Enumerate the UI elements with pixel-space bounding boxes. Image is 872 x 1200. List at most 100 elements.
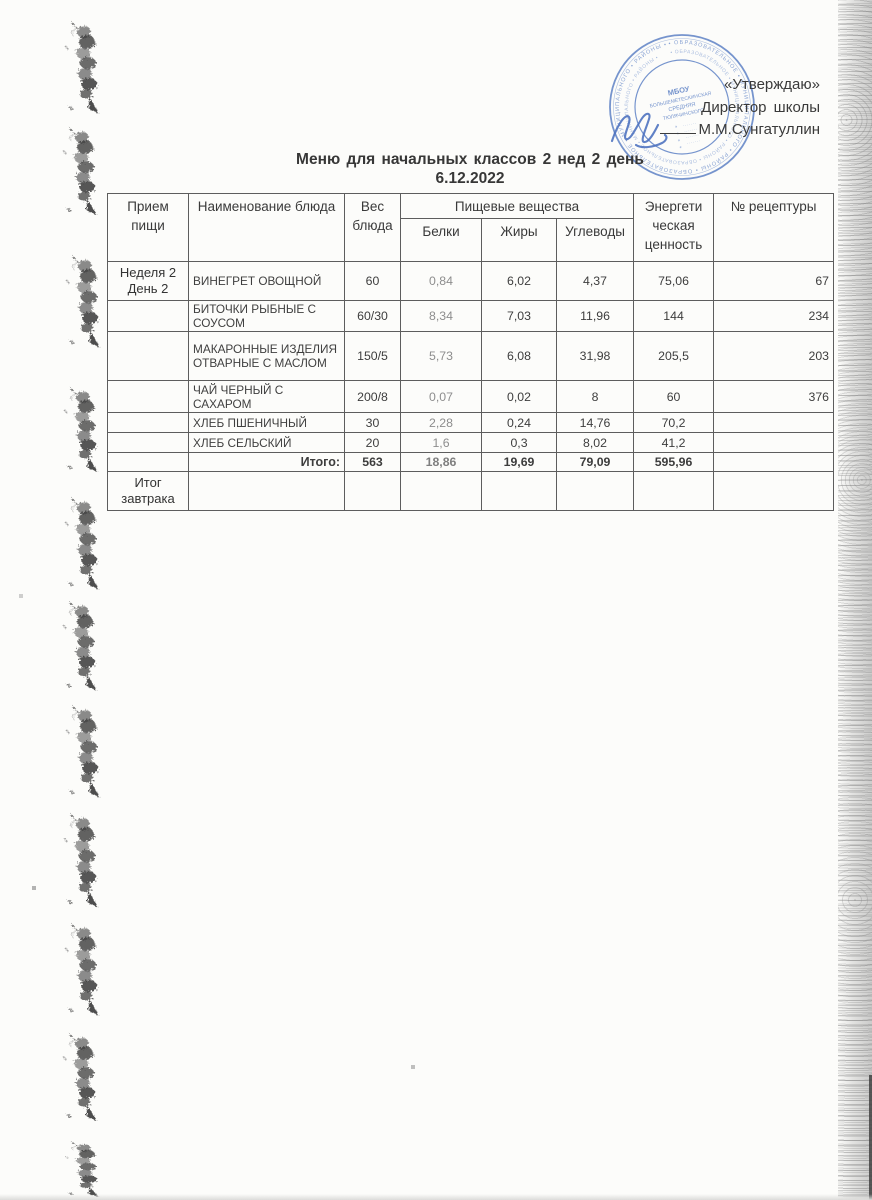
header-nutrients: Пищевые вещества xyxy=(399,193,635,219)
svg-text:СРЕДНЯЯ: СРЕДНЯЯ xyxy=(668,102,696,114)
meal-cell xyxy=(107,452,189,473)
header-dish: Наименование блюда xyxy=(188,193,345,262)
dish-cell: ХЛЕБ ПШЕНИЧНЫЙ xyxy=(188,412,345,434)
meal-cell xyxy=(107,412,189,434)
recipe-cell: 376 xyxy=(713,380,835,414)
menu-row: ХЛЕБ ПШЕНИЧНЫЙ 30 2,28 0,24 14,76 70,2 xyxy=(107,412,835,434)
weight-total: 563 xyxy=(344,452,401,473)
menu-title-block: Меню для начальных классов 2 нед 2 день … xyxy=(107,150,833,188)
protein-cell: 5,73 xyxy=(400,331,482,382)
fat-total: 19,69 xyxy=(481,452,557,473)
svg-text:·······: ······· xyxy=(685,132,700,140)
fat-cell: 0,24 xyxy=(481,412,557,434)
scan-bottom-edge xyxy=(0,1194,872,1200)
weight-cell: 150/5 xyxy=(344,331,401,382)
menu-date: 6.12.2022 xyxy=(435,170,505,187)
dish-cell: ВИНЕГРЕТ ОВОЩНОЙ xyxy=(188,261,345,301)
fat-cell: 0,02 xyxy=(481,380,557,414)
carbs-cell: 8,02 xyxy=(555,432,635,454)
menu-table: Прием пищи Наименование блюда Вес блюда … xyxy=(107,193,835,512)
header-recipe: № рецептуры xyxy=(713,193,835,262)
weight-cell: 60/30 xyxy=(344,299,401,333)
menu-row: ЧАЙ ЧЕРНЫЙ С САХАРОМ 200/8 0,07 0,02 8 6… xyxy=(107,380,835,414)
carbs-cell: 31,98 xyxy=(555,331,635,382)
footer-label: Итог завтрака xyxy=(107,471,189,512)
protein-cell: 8,34 xyxy=(400,299,482,333)
carbs-total: 79,09 xyxy=(555,452,635,473)
menu-row: МАКАРОННЫЕ ИЗДЕЛИЯ ОТВАРНЫЕ С МАСЛОМ 150… xyxy=(107,331,835,382)
svg-text:*: * xyxy=(678,139,682,145)
protein-cell: 0,07 xyxy=(400,380,482,414)
weight-cell xyxy=(344,471,401,512)
approval-line2: Директор школы xyxy=(701,98,820,116)
fat-cell xyxy=(481,471,557,512)
svg-text:·······: ······· xyxy=(684,126,699,134)
fat-cell: 0,3 xyxy=(481,432,557,454)
dish-cell: МАКАРОННЫЕ ИЗДЕЛИЯ ОТВАРНЫЕ С МАСЛОМ xyxy=(188,331,345,382)
header-meal: Прием пищи xyxy=(107,193,189,262)
recipe-cell xyxy=(713,412,835,434)
totals-row: Итого: 563 18,86 19,69 79,09 595,96 xyxy=(107,452,835,473)
svg-text:*: * xyxy=(676,132,680,138)
svg-text:*: * xyxy=(675,125,679,131)
weight-cell: 30 xyxy=(344,412,401,434)
energy-cell xyxy=(633,471,715,512)
totals-label: Итого: xyxy=(188,452,345,473)
fat-cell: 6,08 xyxy=(481,331,557,382)
fat-cell: 6,02 xyxy=(481,261,557,301)
svg-text:·······: ······· xyxy=(686,138,701,146)
meal-cell xyxy=(107,331,189,382)
approval-block: «Утверждаю» Директор школы М.М.Сунгатулл… xyxy=(659,74,820,142)
protein-cell: 2,28 xyxy=(400,412,482,434)
fat-cell: 7,03 xyxy=(481,299,557,333)
header-fat: Жиры xyxy=(481,218,557,262)
header-row-1: Прием пищи Наименование блюда Вес блюда … xyxy=(107,193,835,262)
header-weight: Вес блюда xyxy=(344,193,401,262)
meal-cell xyxy=(107,380,189,414)
energy-total: 595,96 xyxy=(633,452,715,473)
meal-cell xyxy=(107,299,189,333)
school-stamp: • ОБРАЗОВАТЕЛЬНОЕ • МУНИЦИПАЛЬНОГО • РАЙ… xyxy=(605,30,759,184)
recipe-cell: 203 xyxy=(713,331,835,382)
carbs-cell: 8 xyxy=(555,380,635,414)
protein-cell xyxy=(400,471,482,512)
energy-cell: 205,5 xyxy=(633,331,715,382)
header-energy: Энергети ческая ценность xyxy=(633,193,715,262)
dish-cell xyxy=(188,471,345,512)
director-name: М.М.Сунгатуллин xyxy=(698,121,820,138)
recipe-cell xyxy=(713,471,835,512)
scan-edge-line xyxy=(869,1075,872,1200)
scan-edge-shadow xyxy=(838,0,872,1200)
carbs-cell: 14,76 xyxy=(555,412,635,434)
protein-cell: 0,84 xyxy=(400,261,482,301)
menu-title: Меню для начальных классов 2 нед 2 день xyxy=(296,151,644,168)
header-protein: Белки xyxy=(400,218,482,262)
carbs-cell: 11,96 xyxy=(555,299,635,333)
menu-row: ХЛЕБ СЕЛЬСКИЙ 20 1,6 0,3 8,02 41,2 xyxy=(107,432,835,454)
energy-cell: 144 xyxy=(633,299,715,333)
energy-cell: 60 xyxy=(633,380,715,414)
dish-cell: ЧАЙ ЧЕРНЫЙ С САХАРОМ xyxy=(188,380,345,414)
protein-total: 18,86 xyxy=(400,452,482,473)
menu-row: Неделя 2 День 2 ВИНЕГРЕТ ОВОЩНОЙ 60 0,84… xyxy=(107,261,835,301)
carbs-cell: 4,37 xyxy=(555,261,635,301)
meal-cell: Неделя 2 День 2 xyxy=(107,261,189,301)
meal-cell xyxy=(107,432,189,454)
signature-scribble xyxy=(610,112,668,149)
energy-cell: 41,2 xyxy=(633,432,715,454)
approval-line1: «Утверждаю» xyxy=(724,76,820,93)
energy-cell: 75,06 xyxy=(633,261,715,301)
weight-cell: 20 xyxy=(344,432,401,454)
carbs-cell xyxy=(555,471,635,512)
scan-specks xyxy=(0,0,2,2)
energy-cell: 70,2 xyxy=(633,412,715,434)
dish-cell: ХЛЕБ СЕЛЬСКИЙ xyxy=(188,432,345,454)
weight-cell: 200/8 xyxy=(344,380,401,414)
protein-cell: 1,6 xyxy=(400,432,482,454)
dish-cell: БИТОЧКИ РЫБНЫЕ С СОУСОМ xyxy=(188,299,345,333)
recipe-cell xyxy=(713,432,835,454)
weight-cell: 60 xyxy=(344,261,401,301)
recipe-cell: 234 xyxy=(713,299,835,333)
signature-line xyxy=(659,133,696,134)
svg-text:·······: ······· xyxy=(682,120,697,128)
